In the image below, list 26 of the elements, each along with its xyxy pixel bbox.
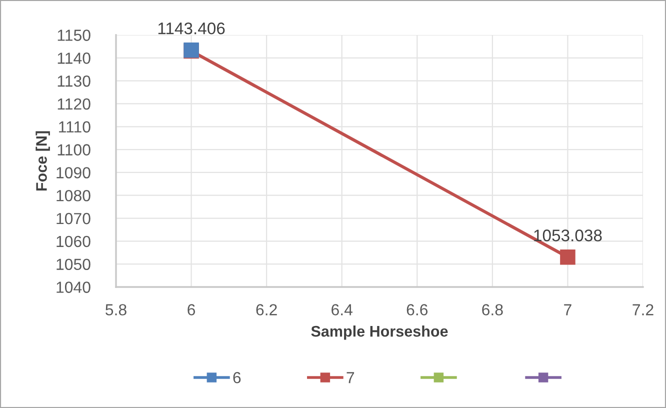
x-tick-label: 6 bbox=[188, 304, 196, 316]
y-tick-label: 1100 bbox=[58, 144, 90, 156]
y-axis-title: Foce [N] bbox=[36, 131, 50, 191]
legend-label: 6 bbox=[233, 372, 241, 384]
x-tick-label: 6.2 bbox=[256, 304, 277, 316]
x-tick-label: 6.4 bbox=[332, 304, 352, 316]
x-tick-label: 7.2 bbox=[632, 304, 654, 316]
y-tick-label: 1120 bbox=[58, 98, 90, 110]
data-label: 1053.038 bbox=[534, 230, 602, 242]
x-tick-label: 7 bbox=[564, 304, 572, 316]
y-tick-label: 1130 bbox=[58, 75, 90, 87]
x-tick-label: 5.8 bbox=[106, 304, 126, 316]
y-tick-label: 1050 bbox=[56, 258, 90, 270]
data-label: 1143.406 bbox=[158, 22, 225, 34]
y-tick-label: 1080 bbox=[56, 190, 90, 202]
y-tick-label: 1110 bbox=[59, 121, 90, 133]
x-tick-label: 6.6 bbox=[406, 304, 428, 316]
y-tick-label: 1060 bbox=[56, 236, 90, 248]
x-axis-title: Sample Horseshoe bbox=[311, 326, 448, 340]
y-tick-label: 1150 bbox=[58, 30, 90, 41]
y-tick-label: 1090 bbox=[56, 167, 90, 178]
y-tick-label: 1140 bbox=[58, 52, 90, 64]
y-tick-label: 1040 bbox=[56, 282, 90, 293]
y-tick-label: 1070 bbox=[56, 212, 90, 224]
x-tick-label: 6.8 bbox=[482, 304, 503, 316]
legend-label: 7 bbox=[346, 372, 354, 384]
